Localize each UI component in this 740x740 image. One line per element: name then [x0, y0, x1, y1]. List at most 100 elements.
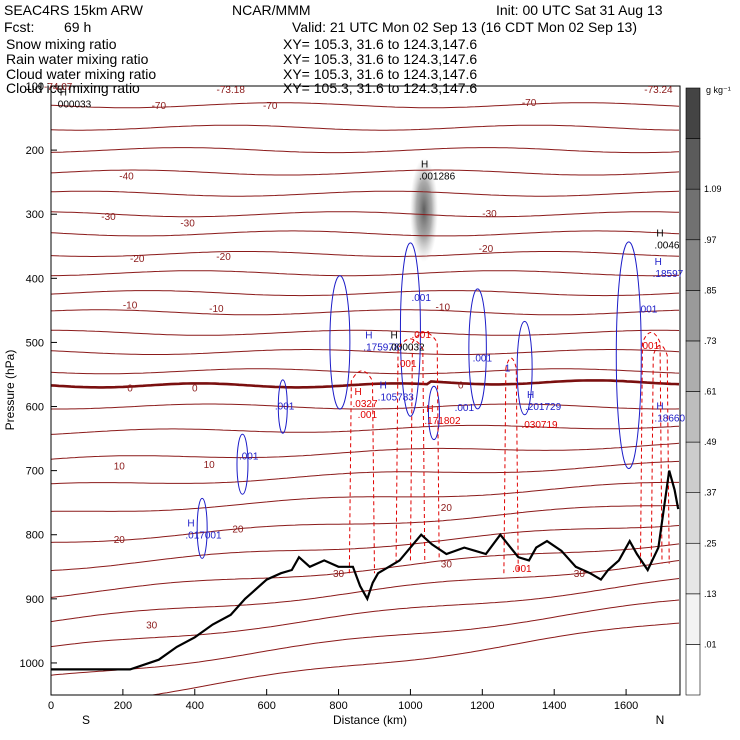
colorbar-label: .97: [704, 235, 717, 245]
isotherm-label: 20: [232, 524, 244, 535]
cloud-water-contours: [196, 241, 642, 559]
maximum-value: 000033: [58, 100, 92, 111]
center-title: NCAR/MMM: [232, 2, 311, 18]
maximum-value: .001286: [419, 171, 456, 182]
isotherm-label: 20: [114, 535, 126, 546]
isotherm-label: -30: [101, 212, 116, 223]
isotherm-label: -73.18: [217, 85, 246, 96]
field-xy-rain: XY= 105.3, 31.6 to 124.3,147.6: [283, 51, 477, 67]
maximum-value: .201729: [525, 402, 562, 413]
maximum-marker: H: [60, 88, 67, 99]
rain-water-contour: [639, 331, 663, 564]
isotherm-line: [51, 124, 679, 131]
fcst-label: Fcst:: [4, 19, 34, 35]
y-tick-label: 500: [26, 337, 44, 349]
colorbar-swatch: [685, 441, 701, 493]
isotherm-line: [51, 504, 680, 543]
isotherm-line: [51, 442, 680, 460]
maximum-value: .017001: [185, 530, 222, 541]
isotherm-label: -20: [216, 252, 231, 263]
isotherm-line: [51, 290, 680, 297]
x-end-left: S: [82, 713, 90, 727]
maximum-value: .175978: [363, 342, 400, 353]
x-tick-label: 1200: [470, 700, 494, 712]
plot-frame: [50, 85, 681, 696]
isotherm-line: [51, 525, 680, 572]
maximum-marker: H: [355, 387, 362, 398]
contour-value-label: .001: [239, 452, 259, 463]
isotherm-line: [51, 578, 680, 648]
colorbar-swatch: [685, 188, 701, 241]
contour-value-label: .001: [640, 341, 660, 352]
rain-water-contour: [409, 331, 440, 561]
maximum-marker: H: [527, 390, 534, 401]
y-tick-label: 200: [26, 145, 44, 157]
maximum-value: .030719: [521, 420, 558, 431]
isotherm-line: [51, 560, 680, 623]
contour-value-label: .001: [473, 354, 493, 365]
isotherm-label: 30: [333, 569, 345, 580]
y-tick-label: 800: [26, 530, 44, 542]
fcst-value: 69 h: [64, 19, 91, 35]
isotherm-label: -20: [130, 254, 145, 265]
maximum-value: .18660: [654, 414, 685, 425]
cloud-water-contour: [399, 242, 421, 417]
maximum-marker: H: [365, 330, 372, 341]
isotherm-label: 0: [458, 381, 464, 392]
field-name-rain: Rain water mixing ratio: [6, 51, 149, 67]
isotherm-label: -70: [152, 101, 167, 112]
colorbar-label: .37: [704, 488, 717, 498]
cloud-water-contour: [236, 433, 249, 495]
field-name-cloud-water: Cloud water mixing ratio: [6, 66, 156, 82]
rain-water-contour: [650, 344, 670, 564]
isotherm-line: [51, 211, 680, 218]
maximum-marker: H: [421, 159, 428, 170]
y-tick-label: 700: [26, 466, 44, 478]
chart-header: SEAC4RS 15km ARW NCAR/MMM Init: 00 UTC S…: [4, 2, 663, 96]
y-tick-label: 900: [26, 594, 44, 606]
cloud-water-contour: [196, 497, 208, 559]
rain-water-contour: [348, 370, 375, 574]
isotherm-label: -30: [180, 219, 195, 230]
field-name-cloud-ice: Cloud ice mixing ratio: [6, 80, 140, 96]
isotherm-label: -40: [119, 172, 134, 183]
colorbar-label: .13: [704, 589, 717, 599]
field-name-snow: Snow mixing ratio: [6, 36, 117, 52]
maximum-value: .000032: [388, 342, 425, 353]
colorbar-unit: g kg⁻¹: [706, 85, 731, 95]
axes: 0 200 400 600 800 1000 1200 1400 160010009008007…: [20, 81, 639, 712]
isotherm-line: [51, 190, 680, 197]
maximum-marker: H: [426, 404, 433, 415]
contour-value-label: .001: [411, 330, 431, 341]
isotherm-label: 20: [441, 503, 453, 514]
x-end-right: N: [656, 713, 665, 727]
isotherm-label: -10: [123, 301, 138, 312]
x-tick-label: 1000: [398, 700, 422, 712]
freezing-level-line: [51, 379, 680, 389]
maximum-value: .0327: [353, 399, 378, 410]
y-tick-label: 300: [26, 209, 44, 221]
x-tick-label: 0: [48, 700, 54, 712]
rain-water-contours: [348, 331, 670, 574]
maximum-marker: H: [380, 381, 387, 392]
y-tick-label: 600: [26, 402, 44, 414]
isotherm-label: 10: [204, 460, 216, 471]
isotherm-line: [51, 230, 680, 237]
contour-value-label: .001: [638, 304, 658, 315]
colorbar-swatch: [685, 290, 701, 342]
cloud-water-contour: [427, 385, 440, 441]
isotherm-label: 30: [146, 620, 158, 631]
y-tick-label: 1000: [20, 658, 44, 670]
temperature-contours: [51, 102, 680, 695]
colorbar-swatch: [685, 593, 701, 645]
field-xy-cloud-ice: XY= 105.3, 31.6 to 124.3,147.6: [283, 80, 477, 96]
cloud-water-contour: [468, 288, 487, 410]
colorbar-label: .01: [704, 639, 717, 649]
isotherm-line: [51, 102, 680, 109]
cloud-water-contour: [329, 275, 351, 410]
colorbar-label: .49: [704, 437, 717, 447]
isotherm-line: [51, 251, 680, 257]
colorbar-swatch: [685, 340, 701, 392]
colorbar-swatch: [685, 391, 701, 443]
